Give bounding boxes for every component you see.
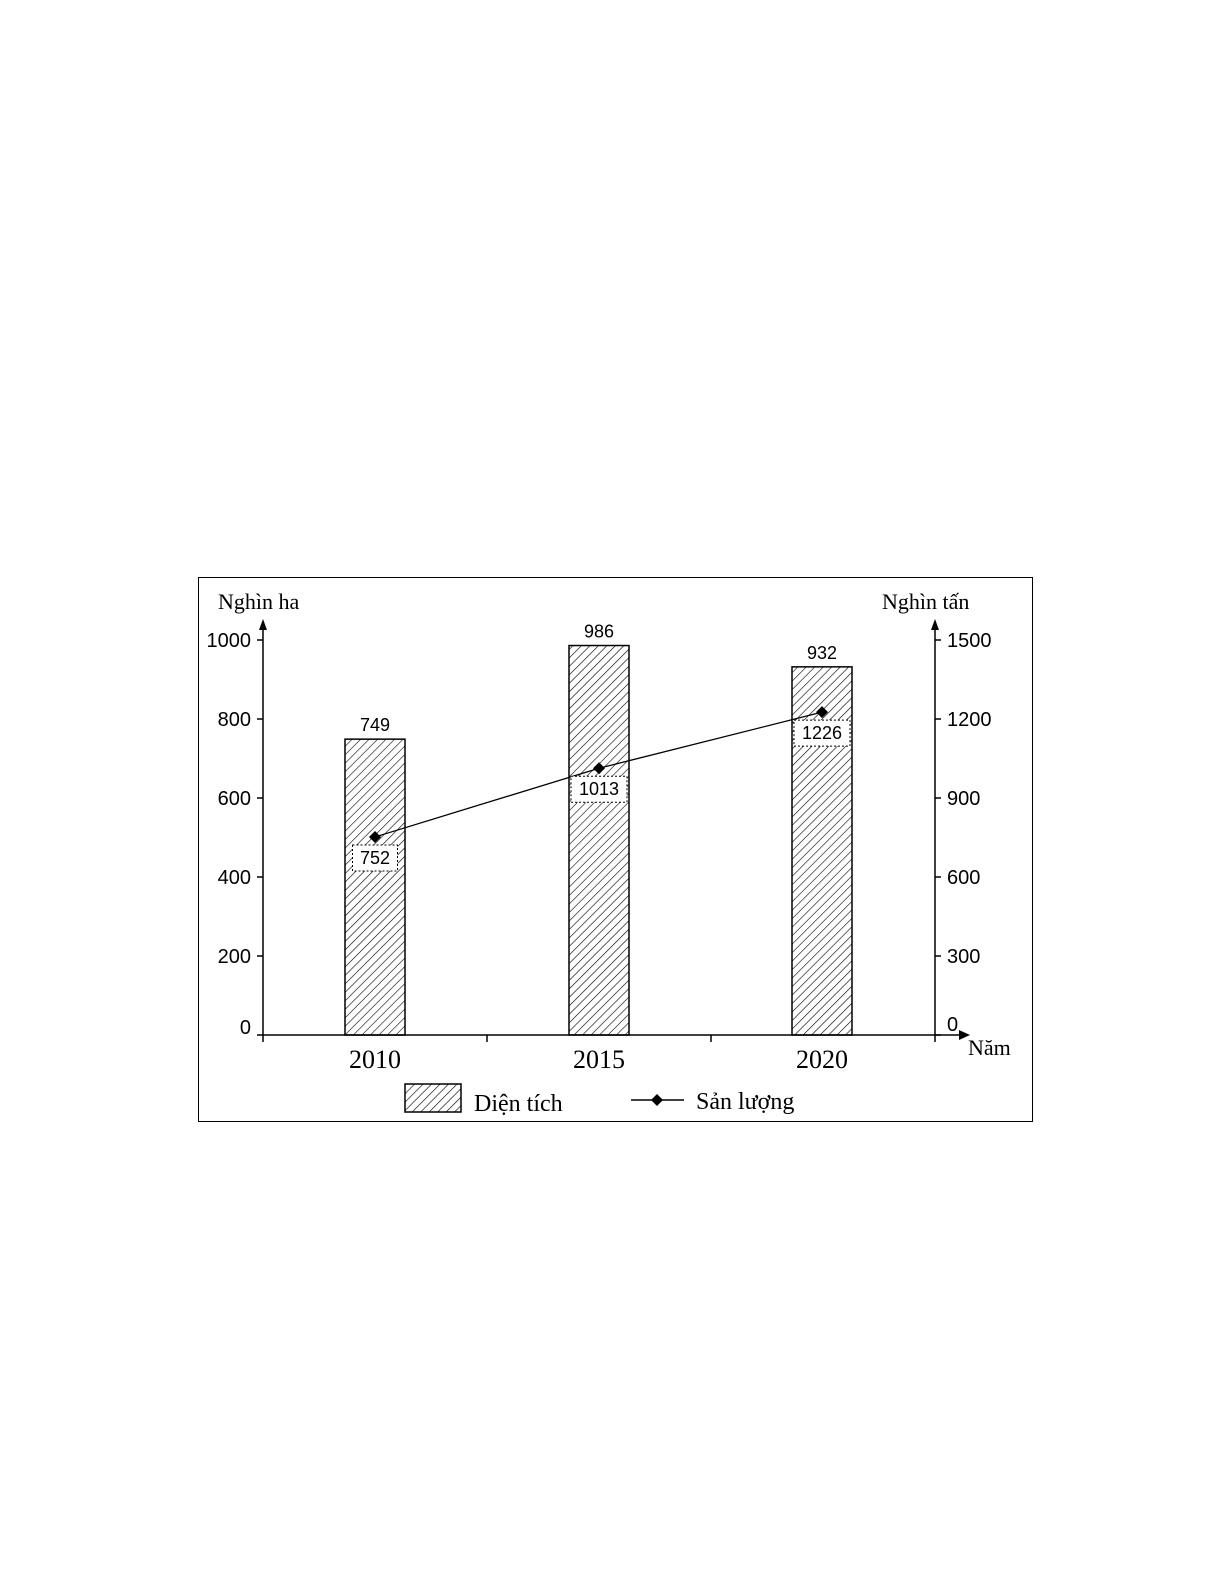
- x-category-label: 2010: [349, 1045, 401, 1074]
- left-y-axis-title: Nghìn ha: [218, 589, 300, 614]
- bar-value-label: 932: [807, 643, 837, 663]
- legend-diamond-marker: [651, 1094, 663, 1106]
- chart-frame: Nghìn ha Nghìn tấn Năm 0 200 400 600 800 1000…: [198, 577, 1033, 1122]
- line-point-marker: [816, 706, 828, 719]
- left-y-tick-label: 200: [218, 946, 251, 968]
- line-point-marker: [369, 830, 381, 843]
- right-y-tick-label: 1500: [947, 630, 992, 652]
- left-y-tick-label: 0: [240, 1017, 251, 1039]
- bar-dien-tich: [568, 644, 630, 1036]
- x-axis-title: Năm: [968, 1035, 1011, 1060]
- x-category-label: 2015: [573, 1045, 625, 1074]
- line-value-label: 1013: [579, 779, 619, 799]
- legend-swatch-bar: [404, 1083, 462, 1113]
- legend-label-bar: Diện tích: [474, 1091, 563, 1117]
- line-value-label: 752: [360, 848, 390, 868]
- right-y-tick-label: 900: [947, 788, 980, 810]
- bar-value-label: 749: [360, 715, 390, 735]
- bar-value-label: 986: [584, 622, 614, 642]
- line-point-marker: [593, 762, 605, 775]
- left-y-tick-label: 800: [218, 709, 251, 731]
- right-y-tick-label: 1200: [947, 709, 992, 731]
- x-axis-arrow: [959, 1030, 970, 1040]
- line-value-label-box: [793, 719, 851, 747]
- left-y-tick-label: 400: [218, 867, 251, 889]
- legend-label-line: Sản lượng: [696, 1089, 794, 1115]
- right-y-tick-label: 0: [947, 1014, 958, 1036]
- right-y-axis-title: Nghìn tấn: [882, 589, 969, 614]
- left-y-axis-arrow: [259, 619, 267, 630]
- left-y-tick-label: 1000: [207, 630, 252, 652]
- legend: Diện tích Sản lượng: [404, 1083, 794, 1117]
- right-y-tick-label: 300: [947, 946, 980, 968]
- right-y-tick-label: 600: [947, 867, 980, 889]
- line-value-label-box: [352, 844, 398, 872]
- combo-chart: Nghìn ha Nghìn tấn Năm 0 200 400 600 800 1000…: [207, 589, 1011, 1117]
- x-category-label: 2020: [796, 1045, 848, 1074]
- right-y-axis-arrow: [931, 619, 939, 630]
- line-value-label-box: [570, 775, 628, 803]
- line-value-label: 1226: [802, 723, 842, 743]
- bar-dien-tich: [344, 738, 406, 1036]
- left-y-tick-label: 600: [218, 788, 251, 810]
